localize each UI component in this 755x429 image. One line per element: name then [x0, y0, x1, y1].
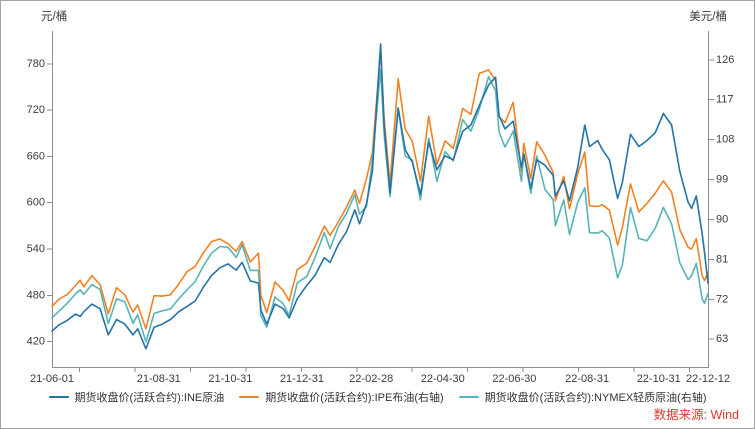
left-tick-label: 660 — [27, 150, 45, 162]
price-line-chart: 780 720 660 600 540 480 420 126 117 108 99 90 81 72 6… — [27, 31, 734, 385]
left-tick-label: 780 — [27, 58, 45, 70]
legend-label: 期货收盘价(活跃合约):NYMEX轻质原油(右轴) — [484, 392, 707, 404]
legend-swatch-icon — [458, 395, 479, 399]
left-tick-label: 720 — [27, 104, 45, 116]
x-tick-label: 21-06-01 — [30, 373, 74, 385]
right-tick-label: 63 — [716, 333, 728, 345]
series-lines — [51, 43, 709, 350]
legend-swatch-icon — [48, 395, 69, 399]
right-tick-label: 108 — [716, 134, 734, 146]
legend-item-2[interactable]: 期货收盘价(活跃合约):NYMEX轻质原油(右轴) — [458, 389, 707, 405]
legend-label: 期货收盘价(活跃合约):INE原油 — [74, 392, 225, 404]
left-tick-label: 540 — [27, 243, 45, 255]
series-line-2 — [51, 68, 709, 343]
right-tick-label: 90 — [716, 213, 728, 225]
data-source-note: 数据来源: Wind — [653, 408, 739, 422]
x-tick-label: 22-06-30 — [492, 373, 536, 385]
right-axis-unit-label: 美元/桶 — [689, 11, 727, 23]
left-tick-label: 420 — [27, 336, 45, 348]
legend-swatch-icon — [239, 395, 260, 399]
right-tick-label: 117 — [716, 94, 734, 106]
axes — [52, 31, 709, 368]
left-tick-label: 480 — [27, 289, 45, 301]
x-axis-ticks: 21-06-01 21-08-31 21-10-31 21-12-31 22-02-28… — [30, 368, 730, 385]
legend-label: 期货收盘价(活跃合约):IPE布油(右轴) — [265, 392, 444, 404]
legend-item-0[interactable]: 期货收盘价(活跃合约):INE原油 — [48, 389, 225, 405]
chart-legend: 期货收盘价(活跃合约):INE原油 期货收盘价(活跃合约):IPE布油(右轴) 期货… — [1, 389, 754, 405]
x-tick-label: 21-12-31 — [280, 373, 324, 385]
x-tick-label: 22-02-28 — [349, 373, 393, 385]
left-tick-label: 600 — [27, 197, 45, 209]
right-axis-ticks: 126 117 108 99 90 81 72 63 — [709, 54, 734, 345]
x-tick-label: 22-10-31 — [637, 373, 681, 385]
x-tick-label: 22-12-12 — [686, 373, 730, 385]
x-tick-label: 21-10-31 — [208, 373, 252, 385]
right-tick-label: 99 — [716, 174, 728, 186]
x-tick-label: 21-08-31 — [137, 373, 181, 385]
right-tick-label: 81 — [716, 253, 728, 265]
series-line-0 — [51, 43, 709, 350]
right-tick-label: 126 — [716, 54, 734, 66]
left-axis-ticks: 780 720 660 600 540 480 420 — [27, 58, 52, 348]
legend-item-1[interactable]: 期货收盘价(活跃合约):IPE布油(右轴) — [239, 389, 444, 405]
x-tick-label: 22-04-30 — [421, 373, 465, 385]
series-line-1 — [51, 49, 709, 330]
x-tick-label: 22-08-31 — [565, 373, 609, 385]
right-tick-label: 72 — [716, 293, 728, 305]
left-axis-unit-label: 元/桶 — [41, 11, 68, 23]
